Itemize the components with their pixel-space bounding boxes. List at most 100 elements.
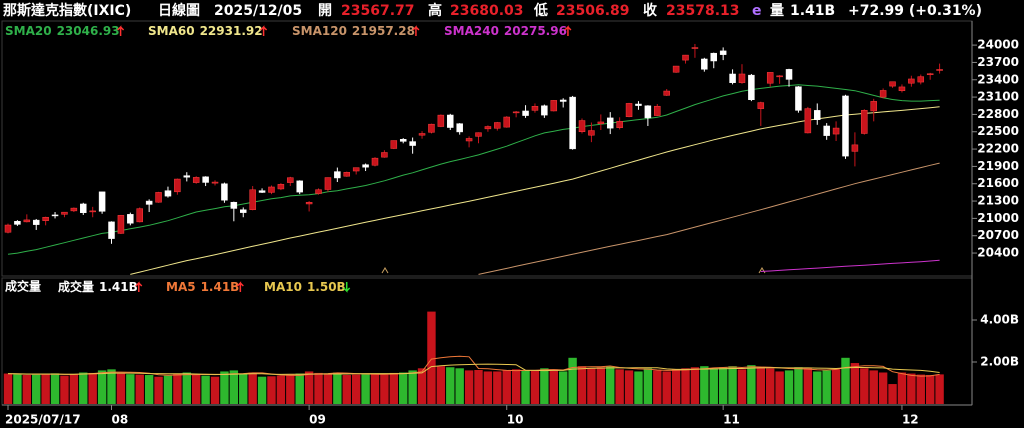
- candle-body: [785, 69, 793, 80]
- candle-body: [917, 76, 925, 83]
- volume-bar: [822, 370, 831, 404]
- candle-body: [569, 96, 576, 150]
- candle-body: [192, 177, 200, 183]
- trend-arrow: [135, 281, 143, 292]
- legend-entry: MA10 1.50B: [264, 280, 346, 294]
- candle-body: [606, 117, 614, 129]
- candle-body: [682, 54, 689, 61]
- volume-bar: [511, 369, 521, 404]
- candle-body: [32, 219, 40, 225]
- volume-bar: [154, 376, 163, 404]
- candle-body: [701, 58, 708, 70]
- volume-bar: [126, 374, 135, 404]
- candle-body: [710, 52, 717, 62]
- volume-bar: [192, 374, 201, 404]
- header-high: 23680.03: [450, 3, 524, 19]
- legend-name: MA10: [264, 280, 302, 294]
- volume-bar: [803, 368, 813, 404]
- candle-body: [851, 144, 859, 152]
- volume-bar: [587, 368, 596, 404]
- volume-bar: [436, 366, 446, 404]
- x-tick-label: 10: [507, 413, 524, 427]
- volume-bar: [634, 371, 643, 404]
- volume-bar: [794, 367, 803, 404]
- header-low: 23506.89: [556, 3, 630, 19]
- volume-bar: [220, 371, 229, 404]
- candle-body: [635, 103, 642, 106]
- volume-bar: [643, 368, 653, 404]
- volume-bar: [530, 370, 540, 404]
- volume-bar: [88, 372, 97, 404]
- volume-bar: [323, 374, 333, 404]
- candle-body: [522, 110, 529, 116]
- candle-body: [691, 47, 699, 49]
- volume-bar: [718, 367, 728, 404]
- candle-body: [202, 176, 209, 183]
- legend-value: 20275.96: [504, 24, 567, 38]
- candle-body: [531, 106, 539, 111]
- candle-body: [70, 207, 78, 212]
- header-volume: 1.41B: [790, 3, 835, 19]
- candle-body: [334, 171, 341, 179]
- legend-value: 23046.93: [57, 24, 120, 38]
- header-flag: e: [752, 3, 762, 19]
- candle-body: [597, 121, 605, 124]
- volume-bar: [163, 375, 173, 404]
- trend-arrow: [564, 25, 572, 36]
- candle-body: [861, 110, 868, 134]
- legend-entry: SMA240 20275.96: [444, 24, 567, 38]
- candle-body: [879, 90, 887, 98]
- volume-bar: [907, 373, 916, 404]
- header-date: 2025/12/05: [214, 3, 302, 19]
- candle-body: [155, 192, 162, 203]
- volume-bar: [464, 370, 474, 404]
- volume-bar: [182, 372, 191, 404]
- volume-bar: [351, 374, 361, 404]
- volume-bar: [577, 366, 587, 404]
- legend-name: SMA20: [5, 24, 52, 38]
- y-tick-label: 22200: [977, 142, 1019, 156]
- volume-bar: [493, 371, 502, 404]
- candle-body: [258, 190, 266, 193]
- candle-body: [823, 125, 830, 136]
- marker: [381, 267, 389, 274]
- trend-arrow: [412, 25, 420, 36]
- y-tick-label: 22800: [977, 107, 1019, 121]
- candle-body: [61, 211, 68, 215]
- volume-bar: [229, 370, 239, 404]
- volume-bar: [747, 365, 756, 404]
- y-tick-label: 4.00B: [980, 313, 1019, 327]
- volume-bar: [69, 374, 79, 404]
- ma-line: [7, 84, 940, 255]
- volume-bar: [813, 371, 822, 404]
- candle-body: [230, 201, 238, 209]
- candle-body: [908, 78, 915, 84]
- volume-bar: [173, 373, 182, 404]
- volume-bar: [775, 371, 784, 404]
- volume-bar: [483, 371, 493, 404]
- ma-line: [760, 259, 940, 272]
- candle-body: [428, 123, 435, 133]
- x-tick-label: 08: [112, 413, 129, 427]
- candle-body: [889, 81, 896, 87]
- volume-bar: [596, 367, 606, 404]
- volume-bar: [841, 357, 850, 404]
- volume-bar: [700, 366, 709, 404]
- volume-bar: [888, 384, 897, 404]
- candle-body: [399, 139, 407, 142]
- candle-body: [644, 105, 652, 119]
- legend-name: 成交量: [58, 279, 94, 294]
- volume-bar: [50, 373, 60, 404]
- y-tick-label: 20700: [977, 228, 1019, 242]
- header-change: +72.99 (+0.31%): [848, 3, 982, 19]
- legend-name: SMA240: [444, 24, 499, 38]
- candle-body: [766, 72, 774, 84]
- volume-bar: [361, 373, 370, 404]
- candle-body: [174, 178, 181, 193]
- candle-body: [418, 133, 426, 136]
- legend-name: SMA120: [292, 24, 347, 38]
- candle-body: [409, 141, 416, 146]
- candle-body: [795, 86, 802, 111]
- candle-body: [447, 114, 454, 128]
- y-tick-label: 2.00B: [980, 355, 1019, 369]
